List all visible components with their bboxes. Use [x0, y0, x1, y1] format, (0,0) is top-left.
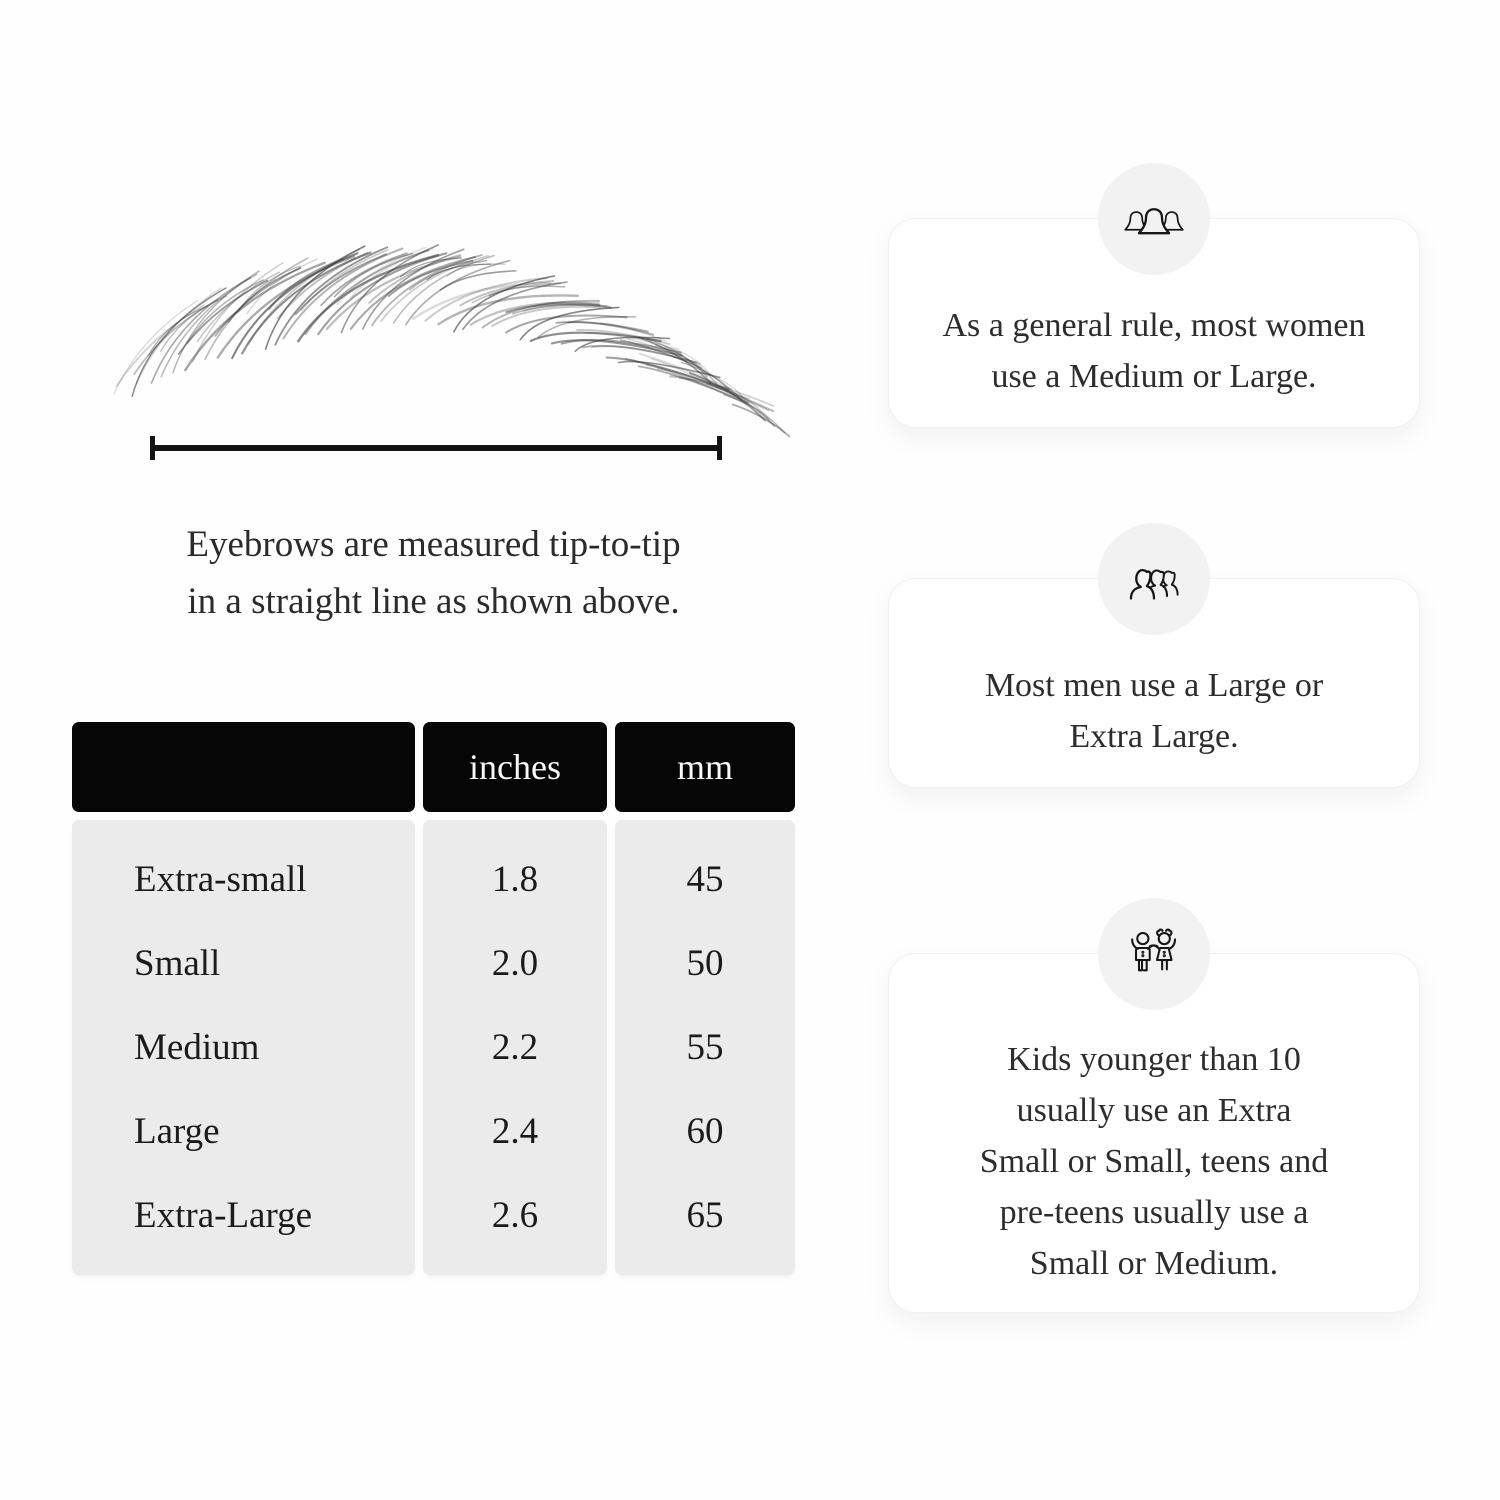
card-women: As a general rule, most women use a Medi… — [888, 163, 1420, 428]
card-text-line: usually use an Extra — [1016, 1091, 1292, 1129]
card-kids-text: Kids younger than 10 usually use an Extr… — [909, 1020, 1399, 1302]
size-table-body: Extra-small Small Medium Large Extra-Lar… — [72, 820, 795, 1275]
size-table-column-sizes: Extra-small Small Medium Large Extra-Lar… — [72, 820, 415, 1275]
kids-icon — [1131, 928, 1177, 972]
table-cell-size: Extra-small — [134, 859, 307, 901]
women-group-icon — [1124, 208, 1184, 235]
card-text-line: As a general rule, most women — [942, 307, 1366, 344]
size-table: inches mm Extra-small Small Medium Large… — [72, 722, 795, 1275]
card-kids: Kids younger than 10 usually use an Extr… — [888, 898, 1420, 1313]
table-cell-size: Extra-Large — [134, 1194, 313, 1236]
card-men: Most men use a Large or Extra Large. — [888, 523, 1420, 788]
card-men-badge — [1098, 523, 1210, 635]
table-cell-mm: 50 — [686, 943, 724, 985]
table-cell-inches: 2.4 — [491, 1110, 539, 1152]
table-cell-inches: 2.6 — [491, 1194, 539, 1236]
card-women-badge — [1098, 163, 1210, 275]
eyebrow-drawing — [113, 244, 804, 450]
size-table-column-inches: 1.8 2.0 2.2 2.4 2.6 — [423, 820, 607, 1275]
table-cell-size: Medium — [134, 1026, 260, 1068]
caption-line-2: in a straight line as shown above. — [187, 581, 680, 622]
card-women-text: As a general rule, most women use a Medi… — [909, 285, 1399, 417]
table-cell-size: Large — [134, 1110, 220, 1152]
eyebrow-illustration — [100, 228, 804, 450]
card-text-line: Small or Small, teens and — [979, 1142, 1329, 1180]
card-text-line: use a Medium or Large. — [991, 358, 1317, 395]
card-text-line: pre-teens usually use a — [999, 1193, 1309, 1231]
size-table-header-inches: inches — [423, 722, 607, 812]
size-table-column-mm: 45 50 55 60 65 — [615, 820, 795, 1275]
size-table-header-mm: mm — [615, 722, 795, 812]
caption-line-1: Eyebrows are measured tip-to-tip — [186, 524, 681, 565]
measurement-line-right-tick — [717, 436, 722, 460]
men-group-icon — [1129, 568, 1179, 600]
table-cell-inches: 1.8 — [491, 859, 539, 901]
table-cell-mm: 60 — [686, 1110, 724, 1152]
table-cell-mm: 45 — [686, 859, 724, 901]
table-cell-inches: 2.2 — [491, 1026, 539, 1068]
table-cell-inches: 2.0 — [491, 943, 539, 985]
table-cell-mm: 55 — [686, 1026, 724, 1068]
measurement-caption: Eyebrows are measured tip-to-tip in a st… — [72, 516, 795, 630]
table-cell-size: Small — [134, 943, 221, 985]
measurement-line-bar — [150, 445, 722, 451]
card-text-line: Small or Medium. — [1029, 1244, 1279, 1282]
measurement-line — [150, 436, 722, 460]
size-table-header-row: inches mm — [72, 722, 795, 812]
card-text-line: Kids younger than 10 — [1007, 1040, 1301, 1078]
size-table-header-size — [72, 722, 415, 812]
card-men-text: Most men use a Large or Extra Large. — [909, 645, 1399, 777]
card-text-line: Extra Large. — [1069, 718, 1239, 755]
table-cell-mm: 65 — [686, 1194, 724, 1236]
card-kids-badge — [1098, 898, 1210, 1010]
card-text-line: Most men use a Large or — [984, 667, 1324, 704]
